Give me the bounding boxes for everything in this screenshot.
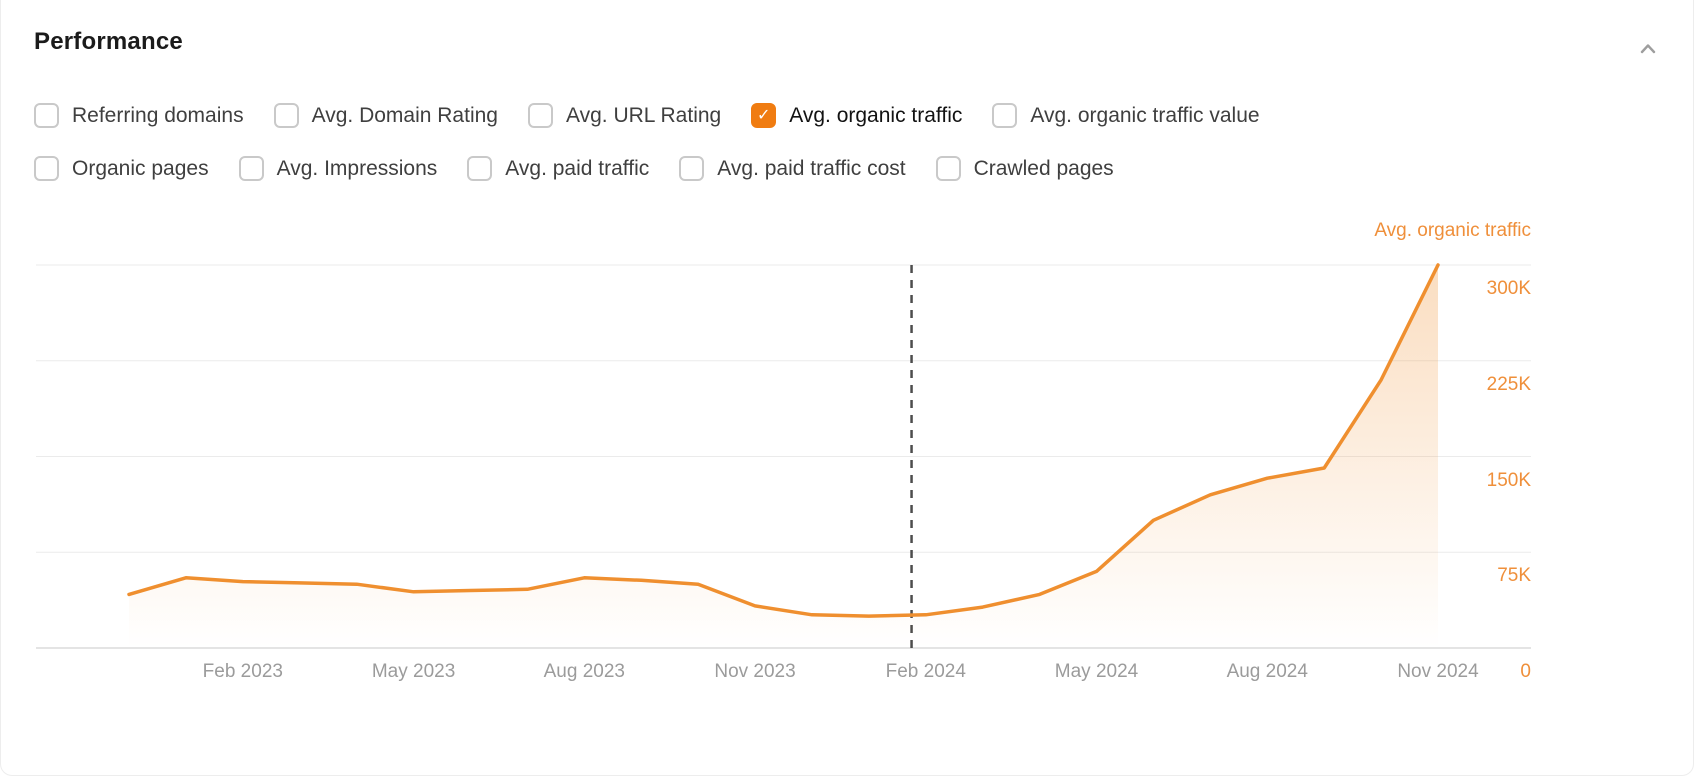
metric-toggle-avg-paid-traffic-cost[interactable]: Avg. paid traffic cost: [679, 156, 906, 181]
x-axis-label: May 2024: [1054, 661, 1139, 682]
metric-toggle-avg-url-rating[interactable]: Avg. URL Rating: [527, 103, 722, 128]
metric-toggle-organic-pages[interactable]: Organic pages: [34, 156, 209, 181]
checkbox-icon[interactable]: [679, 156, 705, 181]
y-axis-label: 300K: [1486, 278, 1531, 299]
x-axis-label: Nov 2024: [1397, 661, 1479, 682]
collapse-button[interactable]: [1631, 32, 1665, 66]
checkbox-icon[interactable]: [34, 103, 59, 128]
metric-label: Avg. paid traffic: [505, 156, 650, 180]
metric-label: Avg. URL Rating: [565, 103, 722, 127]
chart-plot-area[interactable]: [36, 265, 1531, 648]
metrics-row-2: Organic pages Avg. Impressions Avg. paid t…: [34, 156, 1114, 181]
metric-label: Avg. organic traffic value: [1030, 103, 1260, 127]
x-axis-label: Nov 2023: [714, 661, 796, 682]
x-axis-label: Aug 2023: [543, 661, 625, 682]
checkbox-checked-icon[interactable]: [751, 103, 777, 128]
metric-toggle-avg-organic-traffic[interactable]: Avg. organic traffic: [751, 103, 962, 128]
metrics-row-1: Referring domains Avg. Domain Rating Avg. …: [34, 103, 1260, 128]
metric-toggle-crawled-pages[interactable]: Crawled pages: [935, 156, 1114, 181]
metric-toggle-avg-paid-traffic[interactable]: Avg. paid traffic: [467, 156, 649, 181]
checkbox-icon[interactable]: [34, 156, 59, 181]
y-axis-label: 225K: [1486, 373, 1531, 395]
checkbox-icon[interactable]: [527, 103, 553, 128]
metric-label: Avg. paid traffic cost: [717, 156, 906, 180]
metric-toggle-referring-domains[interactable]: Referring domains: [34, 103, 244, 128]
checkbox-icon[interactable]: [935, 156, 961, 181]
chevron-up-icon: [1640, 44, 1656, 54]
x-axis-label: Feb 2024: [885, 661, 966, 682]
metric-label: Crawled pages: [973, 156, 1114, 180]
metric-label: Avg. Domain Rating: [311, 103, 498, 127]
y-axis-label: 75K: [1497, 565, 1531, 587]
x-axis-label: Aug 2024: [1226, 661, 1308, 682]
metric-label: Organic pages: [72, 156, 209, 180]
y-axis-label: 150K: [1486, 469, 1531, 491]
y-axis-label: 0: [1520, 661, 1531, 682]
metric-label: Avg. organic traffic: [789, 103, 963, 127]
checkbox-icon[interactable]: [238, 156, 264, 181]
metric-toggle-avg-impressions[interactable]: Avg. Impressions: [238, 156, 438, 181]
metric-label: Avg. Impressions: [276, 156, 438, 180]
checkbox-icon[interactable]: [467, 156, 493, 181]
checkbox-icon[interactable]: [273, 103, 299, 128]
checkbox-icon[interactable]: [992, 103, 1018, 128]
page-title: Performance: [34, 28, 183, 55]
series-legend-label: Avg. organic traffic: [1374, 220, 1531, 241]
x-axis-label: Feb 2023: [202, 661, 283, 682]
metric-label: Referring domains: [72, 103, 244, 127]
metric-toggle-avg-organic-traffic-value[interactable]: Avg. organic traffic value: [992, 103, 1260, 128]
metric-toggle-avg-domain-rating[interactable]: Avg. Domain Rating: [273, 103, 498, 128]
x-axis-label: May 2023: [371, 661, 456, 682]
